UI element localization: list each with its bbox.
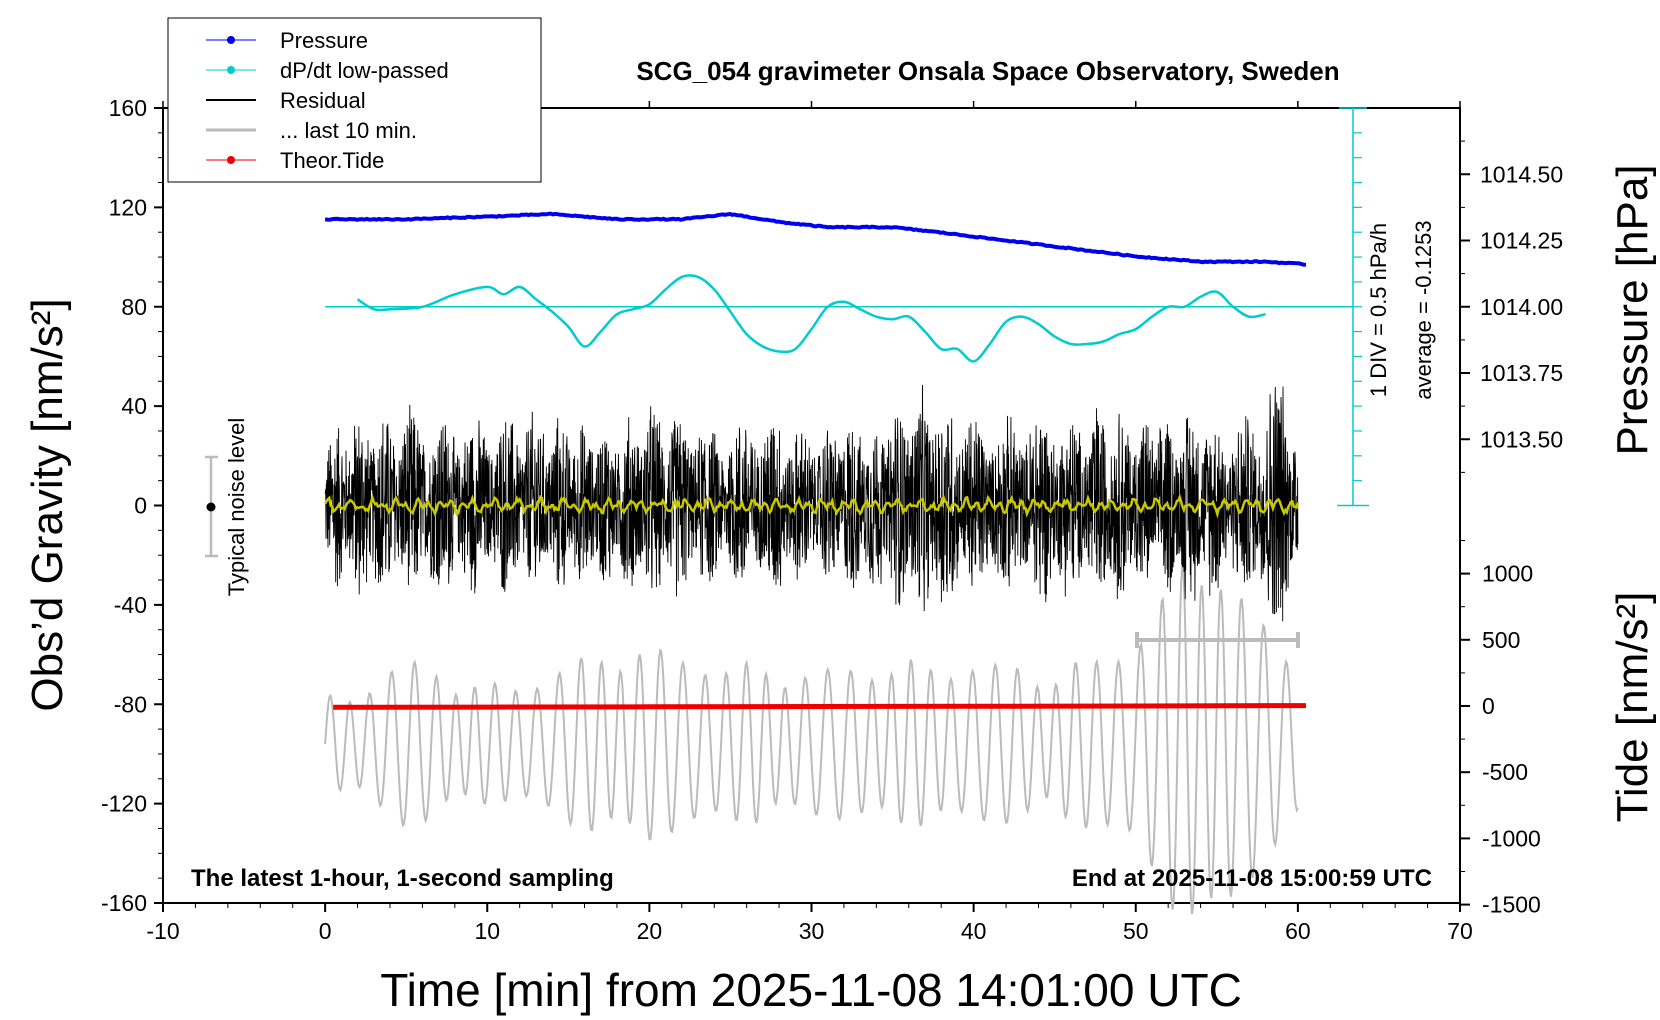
x-tick-label: 0 — [319, 918, 332, 944]
end-time-note: End at 2025-11-08 15:00:59 UTC — [1072, 865, 1432, 892]
left-axis-ticks: 160 120 80 40 0 -40 -80 -120 -160 — [101, 95, 163, 916]
left-tick-label: 120 — [109, 194, 147, 220]
tide-tick-label: -500 — [1482, 759, 1528, 785]
legend-label-dpdt: dP/dt low-passed — [280, 58, 449, 83]
legend-entry-residual: Residual — [206, 88, 366, 113]
series-dpdt-low-passed — [356, 274, 1266, 363]
tide-axis-ticks: 1000 500 0 -500 -1000 -1500 — [1460, 540, 1541, 918]
pressure-axis-ticks: 1014.50 1014.25 1014.00 1013.75 1013.50 — [1460, 140, 1563, 473]
legend-entry-theor-tide: Theor.Tide — [206, 148, 384, 173]
x-tick-label: -10 — [146, 918, 179, 944]
x-tick-label: 70 — [1447, 918, 1473, 944]
residual-smoothed-line — [324, 493, 1300, 519]
legend-label-last-10-min: ... last 10 min. — [280, 118, 417, 143]
pressure-tick-label: 1013.75 — [1480, 360, 1563, 386]
left-tick-label: 160 — [109, 95, 147, 121]
noise-level-label: Typical noise level — [224, 418, 249, 597]
left-tick-label: 0 — [134, 493, 147, 519]
legend: Pressure dP/dt low-passed Residual ... l… — [167, 17, 542, 183]
noise-center-dot — [206, 502, 216, 512]
sampling-note: The latest 1-hour, 1-second sampling — [191, 865, 614, 892]
x-tick-label: 60 — [1285, 918, 1311, 944]
x-tick-label: 40 — [961, 918, 987, 944]
pressure-tick-label: 1014.50 — [1480, 161, 1563, 187]
series-theor-tide — [333, 703, 1307, 710]
series-residual-smoothed — [324, 493, 1300, 519]
x-tick-label: 30 — [799, 918, 825, 944]
legend-entry-dpdt: dP/dt low-passed — [206, 58, 449, 83]
legend-entry-last-10-min: ... last 10 min. — [206, 118, 417, 143]
left-tick-label: 80 — [121, 294, 147, 320]
legend-label-theor-tide: Theor.Tide — [280, 148, 384, 173]
tide-tick-label: 0 — [1482, 693, 1495, 719]
series-residual — [324, 384, 1299, 622]
left-tick-label: -120 — [101, 791, 147, 817]
tide-tick-label: -1500 — [1482, 892, 1541, 918]
x-tick-label: 10 — [474, 918, 500, 944]
last-10-min-line — [324, 566, 1299, 915]
pressure-tick-label: 1014.25 — [1480, 228, 1563, 254]
last-10-min-range-bar — [1135, 632, 1300, 648]
series-pressure — [324, 211, 1307, 267]
pressure-scale-note: 1 DIV = 0.5 hPa/h — [1366, 223, 1391, 397]
dpdt-line — [356, 274, 1266, 363]
tide-tick-label: 500 — [1482, 627, 1520, 653]
x-axis-ticks: -10 0 10 20 30 40 50 60 70 — [146, 101, 1473, 944]
pressure-line — [324, 211, 1307, 267]
pressure-axis-title: Pressure [hPa] — [1608, 164, 1657, 455]
pressure-tick-label: 1014.00 — [1480, 294, 1563, 320]
pressure-average-note: average = -0.1253 — [1411, 220, 1436, 399]
left-tick-label: 40 — [121, 393, 147, 419]
x-tick-label: 20 — [637, 918, 663, 944]
tide-axis-title: Tide [nm/s²] — [1608, 592, 1657, 823]
left-axis-title: Obs’d Gravity [nm/s²] — [23, 298, 72, 711]
chart-title: SCG_054 gravimeter Onsala Space Observat… — [636, 56, 1339, 86]
pressure-tick-label: 1013.50 — [1480, 426, 1563, 452]
tide-tick-label: -1000 — [1482, 825, 1541, 851]
tide-tick-label: 1000 — [1482, 561, 1533, 587]
x-axis-title: Time [min] from 2025-11-08 14:01:00 UTC — [380, 964, 1242, 1016]
left-tick-label: -40 — [114, 592, 147, 618]
noise-level-indicator: Typical noise level — [205, 418, 249, 597]
legend-entry-pressure: Pressure — [206, 28, 368, 53]
residual-line — [324, 384, 1299, 622]
legend-label-residual: Residual — [280, 88, 366, 113]
series-last-10-min — [324, 566, 1299, 915]
legend-label-pressure: Pressure — [280, 28, 368, 53]
left-tick-label: -80 — [114, 691, 147, 717]
theor-tide-line — [333, 703, 1307, 710]
left-tick-label: -160 — [101, 890, 147, 916]
x-tick-label: 50 — [1123, 918, 1149, 944]
